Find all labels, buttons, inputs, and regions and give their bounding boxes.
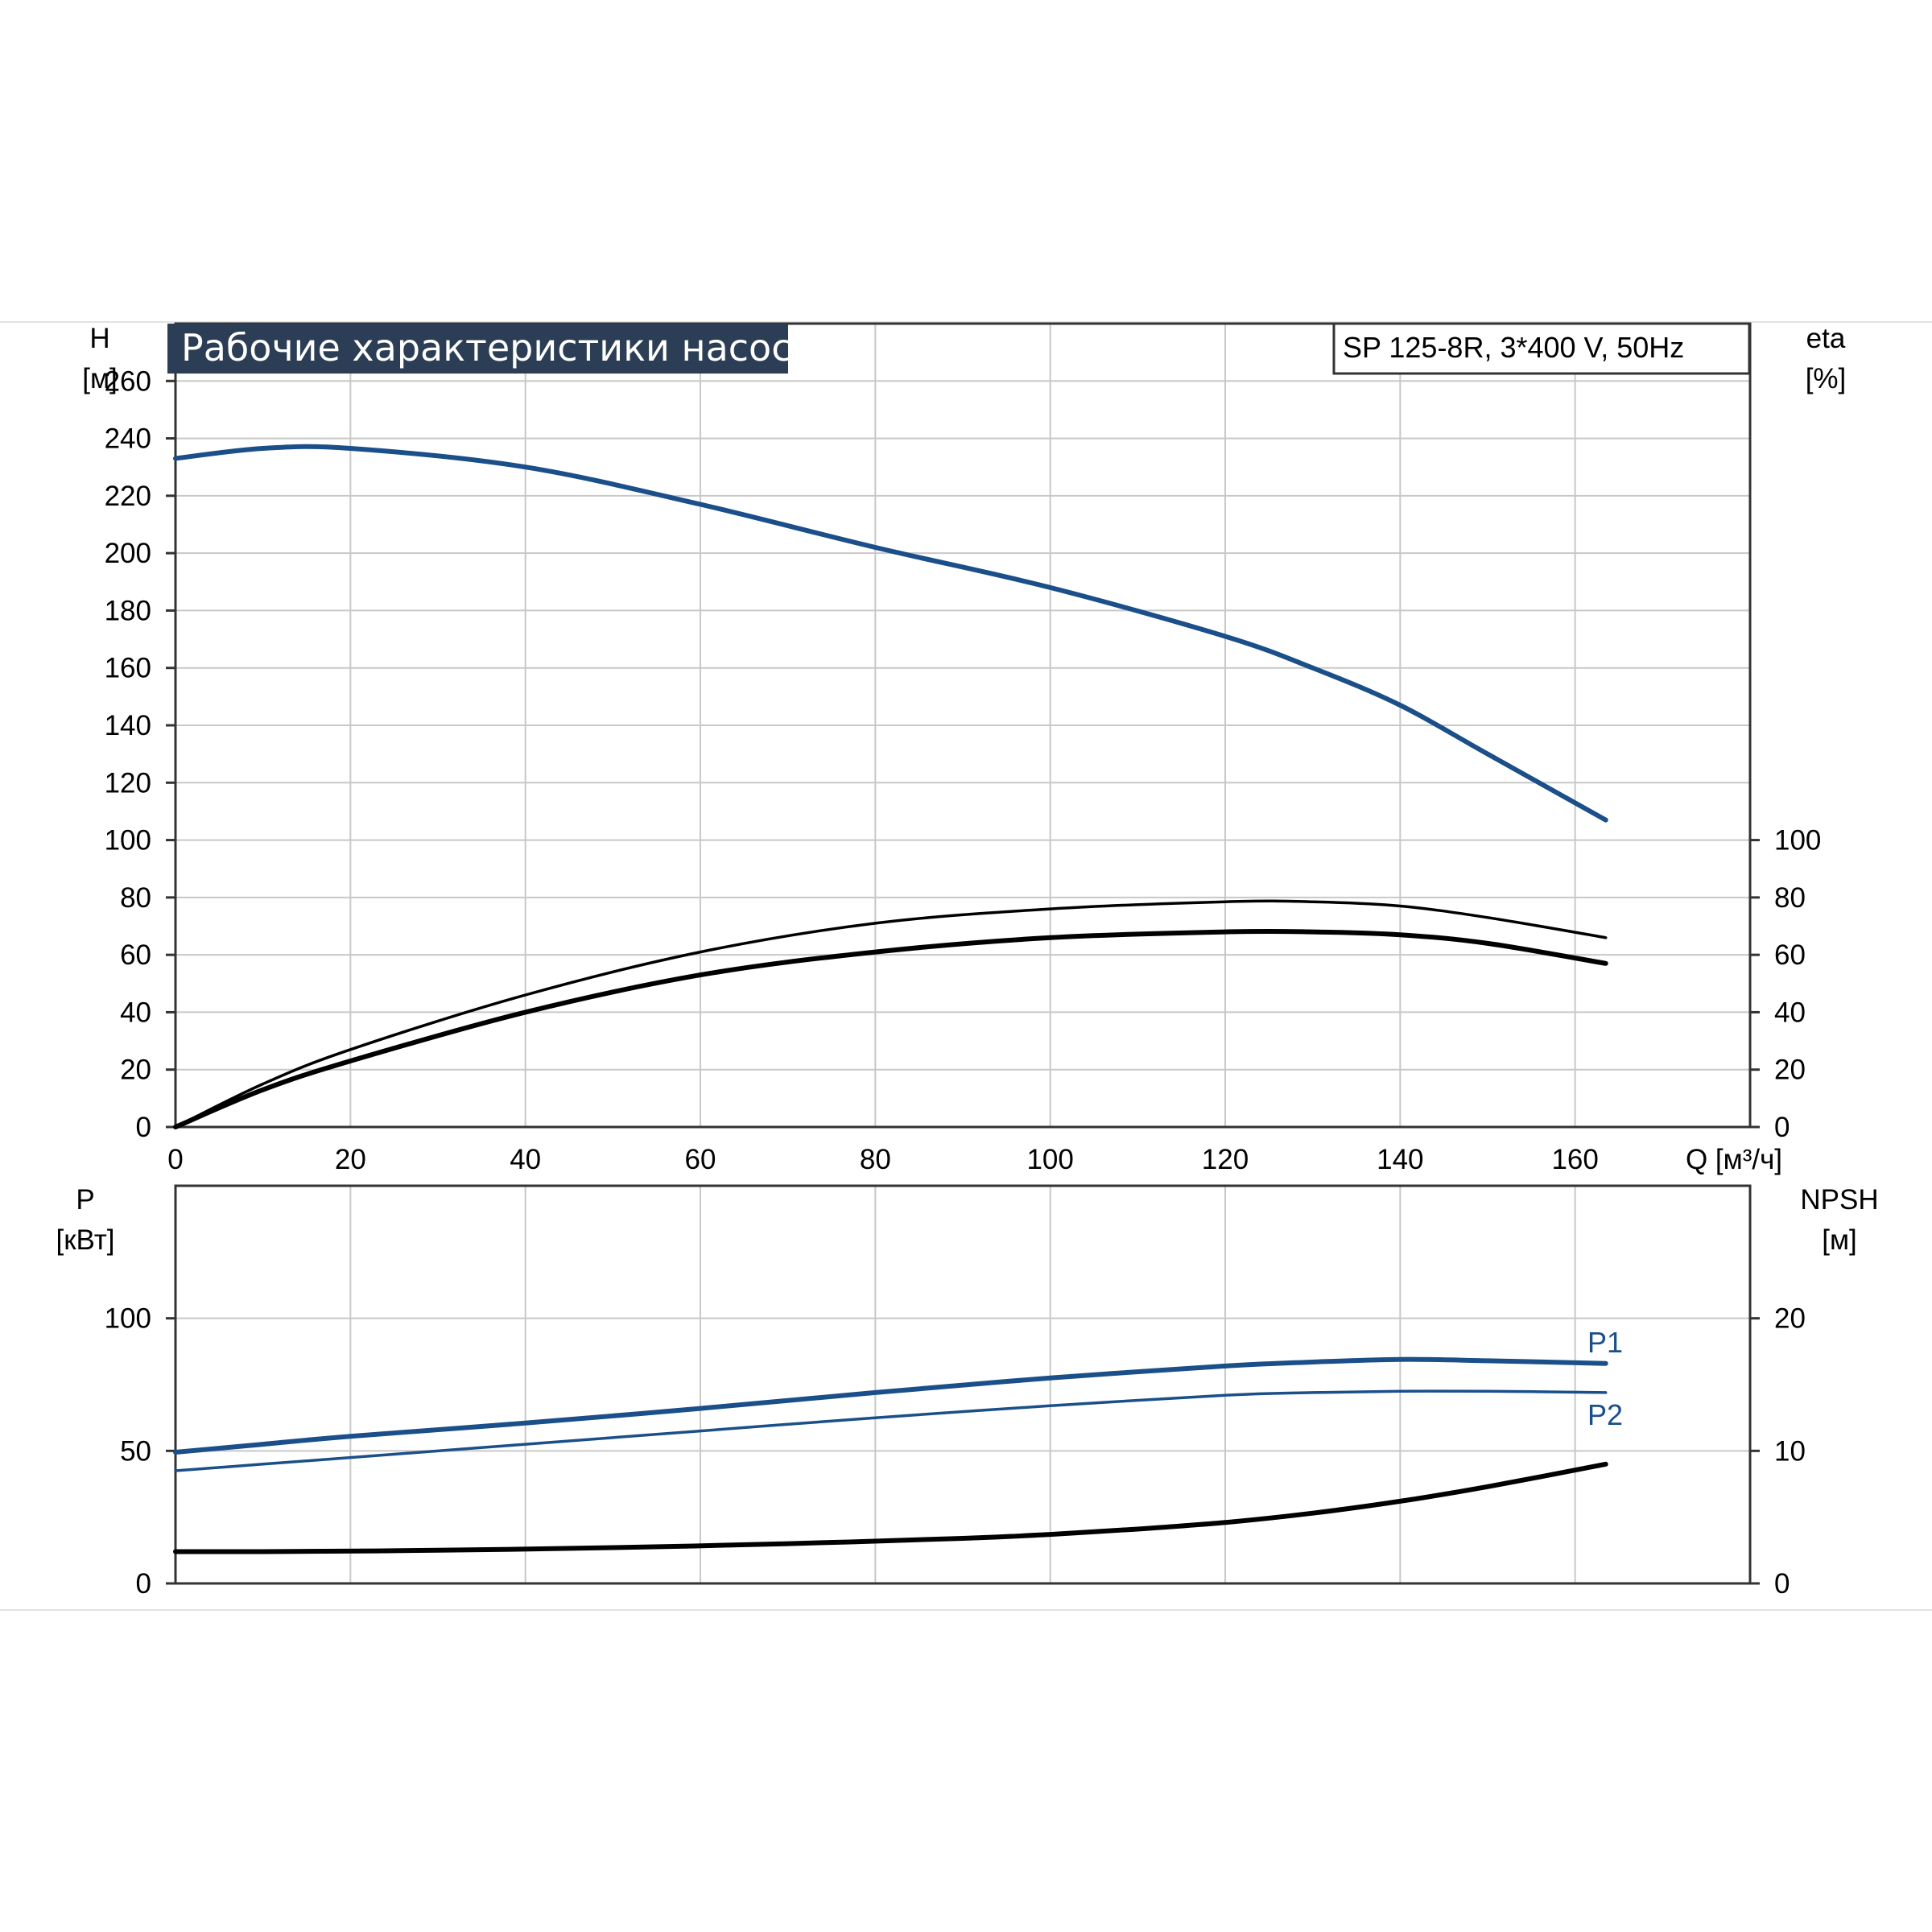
top-panel-grid (175, 324, 1750, 1127)
top-panel-ticks: 0204060801001201401601802002202402600204… (105, 365, 1822, 1175)
y-left-tick-label: 220 (105, 481, 151, 512)
y-right-title-bottom-line1: NPSH (1800, 1184, 1878, 1216)
y-left-tick-label: 100 (105, 1303, 151, 1335)
x-tick-label: 120 (1202, 1144, 1249, 1175)
y-left-tick-label: 20 (120, 1055, 151, 1086)
y-right-title-bottom-line2: [м] (1822, 1224, 1857, 1256)
y-right-tick-label: 10 (1774, 1435, 1806, 1467)
curve-top-series-0 (173, 444, 1608, 823)
x-tick-label: 100 (1026, 1144, 1073, 1175)
y-left-tick-label: 40 (120, 997, 151, 1028)
y-right-tick-label: 60 (1774, 939, 1806, 971)
y-left-tick-label: 180 (105, 595, 151, 626)
y-right-tick-label: 40 (1774, 997, 1806, 1028)
y-right-tick-label: 100 (1774, 825, 1821, 857)
y-right-tick-label: 20 (1774, 1055, 1806, 1086)
model-label: SP 125-8R, 3*400 V, 50Hz (1343, 331, 1684, 364)
y-left-tick-label: 140 (105, 710, 151, 741)
y-left-title-top-line1: H (89, 323, 109, 354)
y-right-title-top-line1: eta (1806, 323, 1846, 354)
bottom-panel-curves (173, 1356, 1608, 1554)
y-left-tick-label: 120 (105, 767, 151, 799)
series-label-p1: P1 (1587, 1326, 1623, 1359)
x-tick-label: 160 (1551, 1144, 1598, 1175)
curve-bottom-series-2 (173, 1461, 1608, 1554)
x-tick-label: 20 (335, 1144, 366, 1175)
series-label-p2: P2 (1587, 1398, 1623, 1431)
y-left-tick-label: 200 (105, 538, 151, 569)
y-left-tick-label: 260 (105, 365, 151, 397)
bottom-panel-ticks: 0 50 100 0 10 20 (105, 1303, 1806, 1600)
y-left-tick-label: 60 (120, 939, 151, 971)
y-left-tick-label: 100 (105, 825, 151, 857)
y-left-tick-label: 0 (136, 1568, 151, 1600)
curve-top-series-1 (174, 899, 1608, 1129)
model-label-box (1332, 322, 1751, 375)
y-right-tick-label: 80 (1774, 882, 1806, 914)
y-left-title-top-line2: [м] (82, 363, 118, 394)
y-left-tick-label: 240 (105, 423, 151, 455)
x-tick-label: 80 (860, 1144, 891, 1175)
y-left-tick-label: 80 (120, 882, 151, 914)
y-right-tick-label: 20 (1774, 1303, 1806, 1335)
bottom-plot-frame (174, 1184, 1752, 1585)
y-right-tick-label: 0 (1774, 1112, 1790, 1143)
y-left-title-bottom-line1: P (76, 1184, 94, 1216)
y-left-tick-label: 160 (105, 653, 151, 684)
chart-title-box (167, 324, 788, 374)
y-left-tick-label: 50 (120, 1435, 151, 1467)
top-panel-curves (173, 444, 1608, 1129)
x-tick-label: 60 (685, 1144, 716, 1175)
x-tick-label: 40 (510, 1144, 541, 1175)
y-left-title-bottom-line2: [кВт] (56, 1224, 115, 1256)
chart-title: Рабочие характеристики насоса (181, 326, 815, 369)
x-tick-label: 0 (167, 1144, 183, 1175)
curve-top-series-2 (173, 928, 1608, 1129)
y-left-tick-label: 0 (136, 1112, 151, 1143)
x-tick-label: 140 (1377, 1144, 1423, 1175)
curve-bottom-p2 (174, 1389, 1608, 1472)
y-right-tick-label: 0 (1774, 1568, 1790, 1600)
y-right-title-top-line2: [%] (1806, 363, 1847, 394)
x-axis-title: Q [м³/ч] (1686, 1144, 1782, 1175)
curve-bottom-p1 (173, 1356, 1608, 1455)
